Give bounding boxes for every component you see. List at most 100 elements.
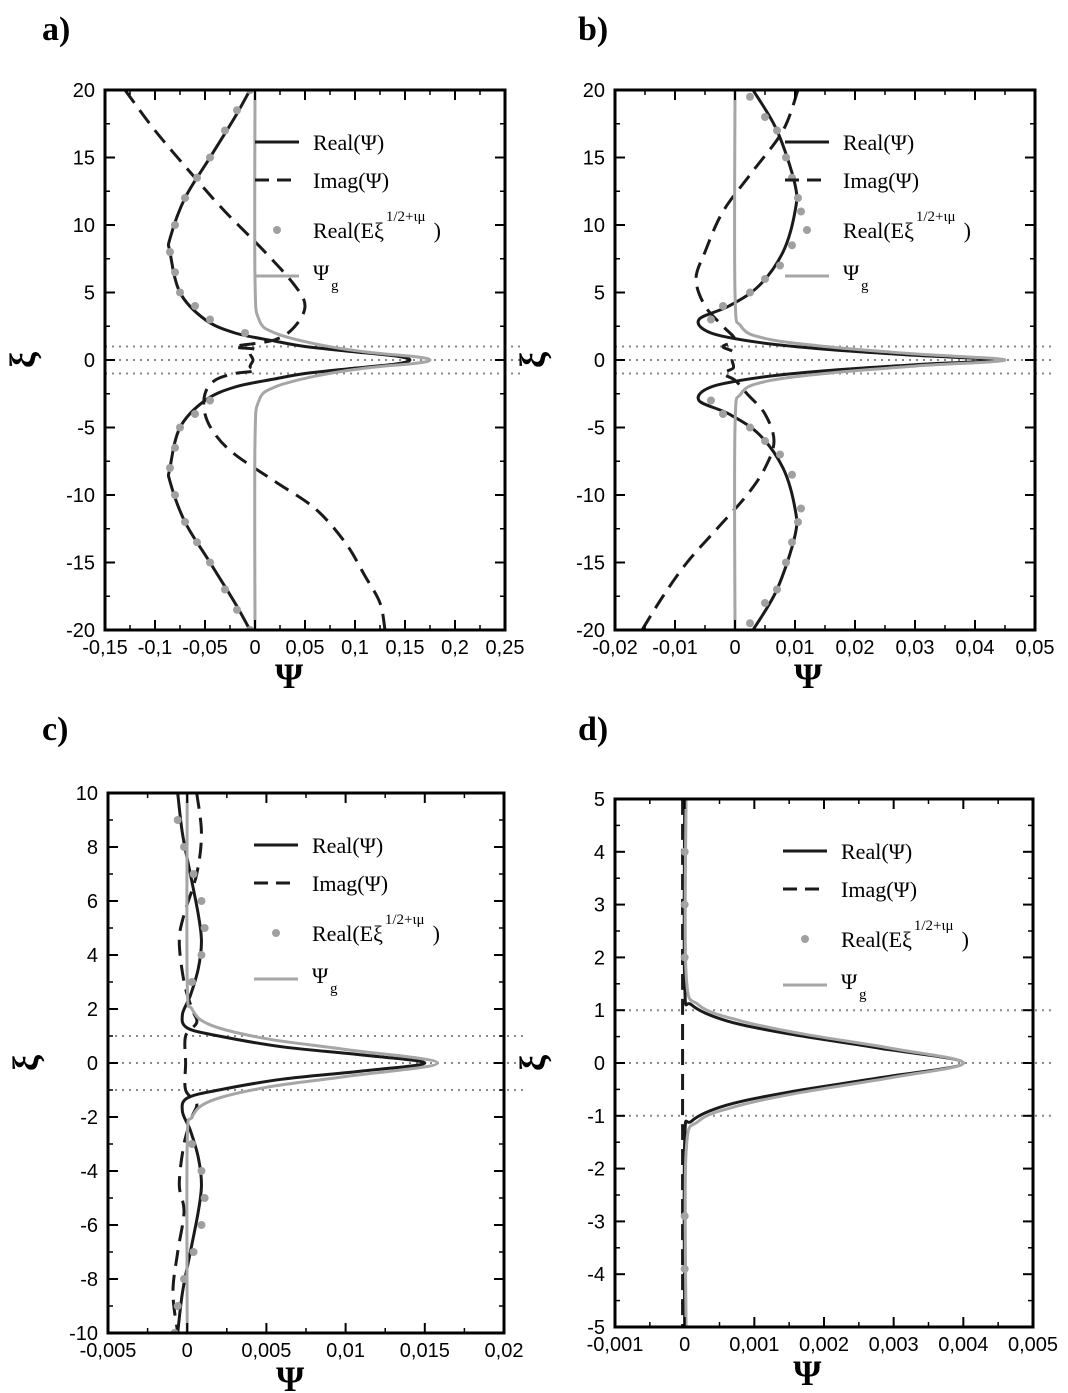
asymptotic-marker	[773, 126, 781, 135]
asymptotic-marker	[773, 585, 781, 594]
psi-g-series-line	[253, 90, 432, 630]
y-tick-label: -10	[69, 1323, 98, 1345]
asymptotic-marker	[189, 870, 198, 878]
asymptotic-marker	[171, 491, 179, 499]
legend-label: Real(Ψ)	[843, 130, 914, 155]
y-tick-label: -15	[576, 553, 605, 575]
asymptotic-marker	[166, 248, 174, 256]
y-tick-label: -10	[66, 485, 95, 507]
y-tick-label: 0	[84, 350, 95, 372]
asymptotic-marker	[788, 241, 796, 250]
legend-superscript: 1/2+ιμ	[916, 209, 956, 225]
chart-panel-d: d) -0,001 0 0,001 0,002 0,003 0,004 0,005 -5 -4 -3…	[513, 711, 1058, 1393]
y-tick-label: 6	[87, 891, 98, 913]
y-tick-label: -2	[80, 1107, 98, 1129]
legend-label-close: )	[964, 218, 971, 243]
y-tick-label: 15	[73, 148, 95, 170]
x-tick-label: 0,015	[400, 1340, 450, 1362]
y-tick-label: -20	[576, 620, 605, 642]
legend-label: Real(Eξ	[843, 218, 914, 243]
asymptotic-marker	[788, 470, 796, 479]
asymptotic-marker	[794, 194, 802, 202]
legend: Real(Ψ) Imag(Ψ) Real(Eξ1/2+ιμ) Ψg	[783, 839, 969, 1003]
legend-label-close: )	[962, 927, 969, 952]
y-tick-label: 4	[87, 945, 98, 967]
y-axis-title: ξ	[513, 351, 553, 368]
plot-frame	[613, 797, 1035, 1329]
asymptotic-marker	[193, 173, 201, 182]
plot-area	[680, 799, 965, 1327]
x-tick-label: 0,25	[486, 637, 525, 659]
asymptotic-marker	[171, 443, 179, 452]
x-tick-label: 0,001	[729, 1334, 779, 1356]
legend-label: Real(Ψ)	[313, 130, 384, 155]
asymptotic-marker	[797, 504, 805, 513]
legend-subscript: g	[331, 278, 339, 294]
y-tick-label: -20	[66, 620, 95, 642]
real-series-line	[696, 90, 995, 630]
asymptotic-marker	[176, 423, 184, 432]
legend-label: Ψ	[313, 260, 330, 285]
asymptotic-marker	[197, 1221, 206, 1229]
asymptotic-marker	[176, 288, 184, 297]
legend-label: Real(Ψ)	[312, 833, 383, 858]
panel-label: c)	[42, 711, 68, 748]
psi-g-series-line	[683, 799, 965, 1327]
imag-series-line	[640, 90, 800, 630]
y-axis-title: ξ	[6, 1054, 46, 1071]
x-axis-title: Ψ	[794, 656, 822, 696]
plot-frame	[103, 88, 507, 632]
asymptotic-marker	[171, 268, 179, 277]
asymptotic-marker	[200, 924, 209, 932]
legend-marker	[273, 226, 281, 234]
asymptotic-marker	[707, 396, 715, 405]
legend: Real(Ψ) Imag(Ψ) Real(Eξ1/2+ιμ) Ψg	[255, 130, 441, 294]
y-tick-label: -4	[587, 1264, 605, 1286]
asymptotic-marker	[794, 518, 802, 526]
y-axis-title: ξ	[513, 1054, 553, 1071]
real-series-line	[682, 799, 965, 1327]
legend-label: Ψ	[843, 260, 860, 285]
y-tick-label: 2	[594, 947, 605, 969]
asymptotic-marker	[206, 558, 214, 567]
asymptotic-marker	[746, 92, 754, 101]
y-tick-label: -5	[587, 1317, 605, 1339]
legend-marker	[803, 226, 811, 234]
y-tick-label: 3	[594, 895, 605, 917]
x-tick-label: 0	[729, 637, 740, 659]
legend-marker	[272, 929, 280, 937]
legend-label: Ψ	[841, 969, 858, 994]
asymptotic-marker	[206, 315, 214, 324]
psi-g-series-line	[733, 90, 1007, 630]
asymptotic-marker	[191, 410, 199, 418]
y-tick-label: 1	[594, 1000, 605, 1022]
asymptotic-marker	[788, 538, 796, 547]
asymptotic-marker	[241, 329, 249, 337]
legend: Real(Ψ) Imag(Ψ) Real(Eξ1/2+ιμ) Ψg	[785, 130, 971, 294]
x-tick-label: 0,004	[938, 1334, 988, 1356]
x-tick-label: 0,05	[1016, 637, 1055, 659]
legend-superscript: 1/2+ιμ	[385, 912, 425, 928]
imag-series-line	[171, 793, 203, 1333]
asymptotic-marker	[761, 599, 769, 607]
asymptotic-marker	[719, 302, 727, 310]
y-tick-label: -10	[576, 485, 605, 507]
legend-label: Ψ	[312, 963, 329, 988]
y-tick-label: 15	[583, 148, 605, 170]
x-tick-label: 0,005	[241, 1340, 291, 1362]
asymptotic-marker	[187, 1140, 196, 1148]
y-tick-label: 0	[87, 1053, 98, 1075]
real-series-line	[176, 793, 427, 1333]
asymptotic-marker	[200, 1194, 209, 1202]
real-series-line	[166, 90, 412, 630]
legend-superscript: 1/2+ιμ	[914, 918, 954, 934]
asymptotic-marker	[746, 619, 754, 628]
x-tick-label: 0,1	[341, 637, 369, 659]
asymptotic-marker	[761, 275, 769, 283]
x-tick-label: 0,2	[441, 637, 469, 659]
asymptotic-marker	[797, 207, 805, 216]
x-tick-label: 0,01	[326, 1340, 365, 1362]
psi-g-series-line	[185, 793, 439, 1333]
asymptotic-marker	[173, 1302, 182, 1310]
y-tick-label: -1	[587, 1106, 605, 1128]
